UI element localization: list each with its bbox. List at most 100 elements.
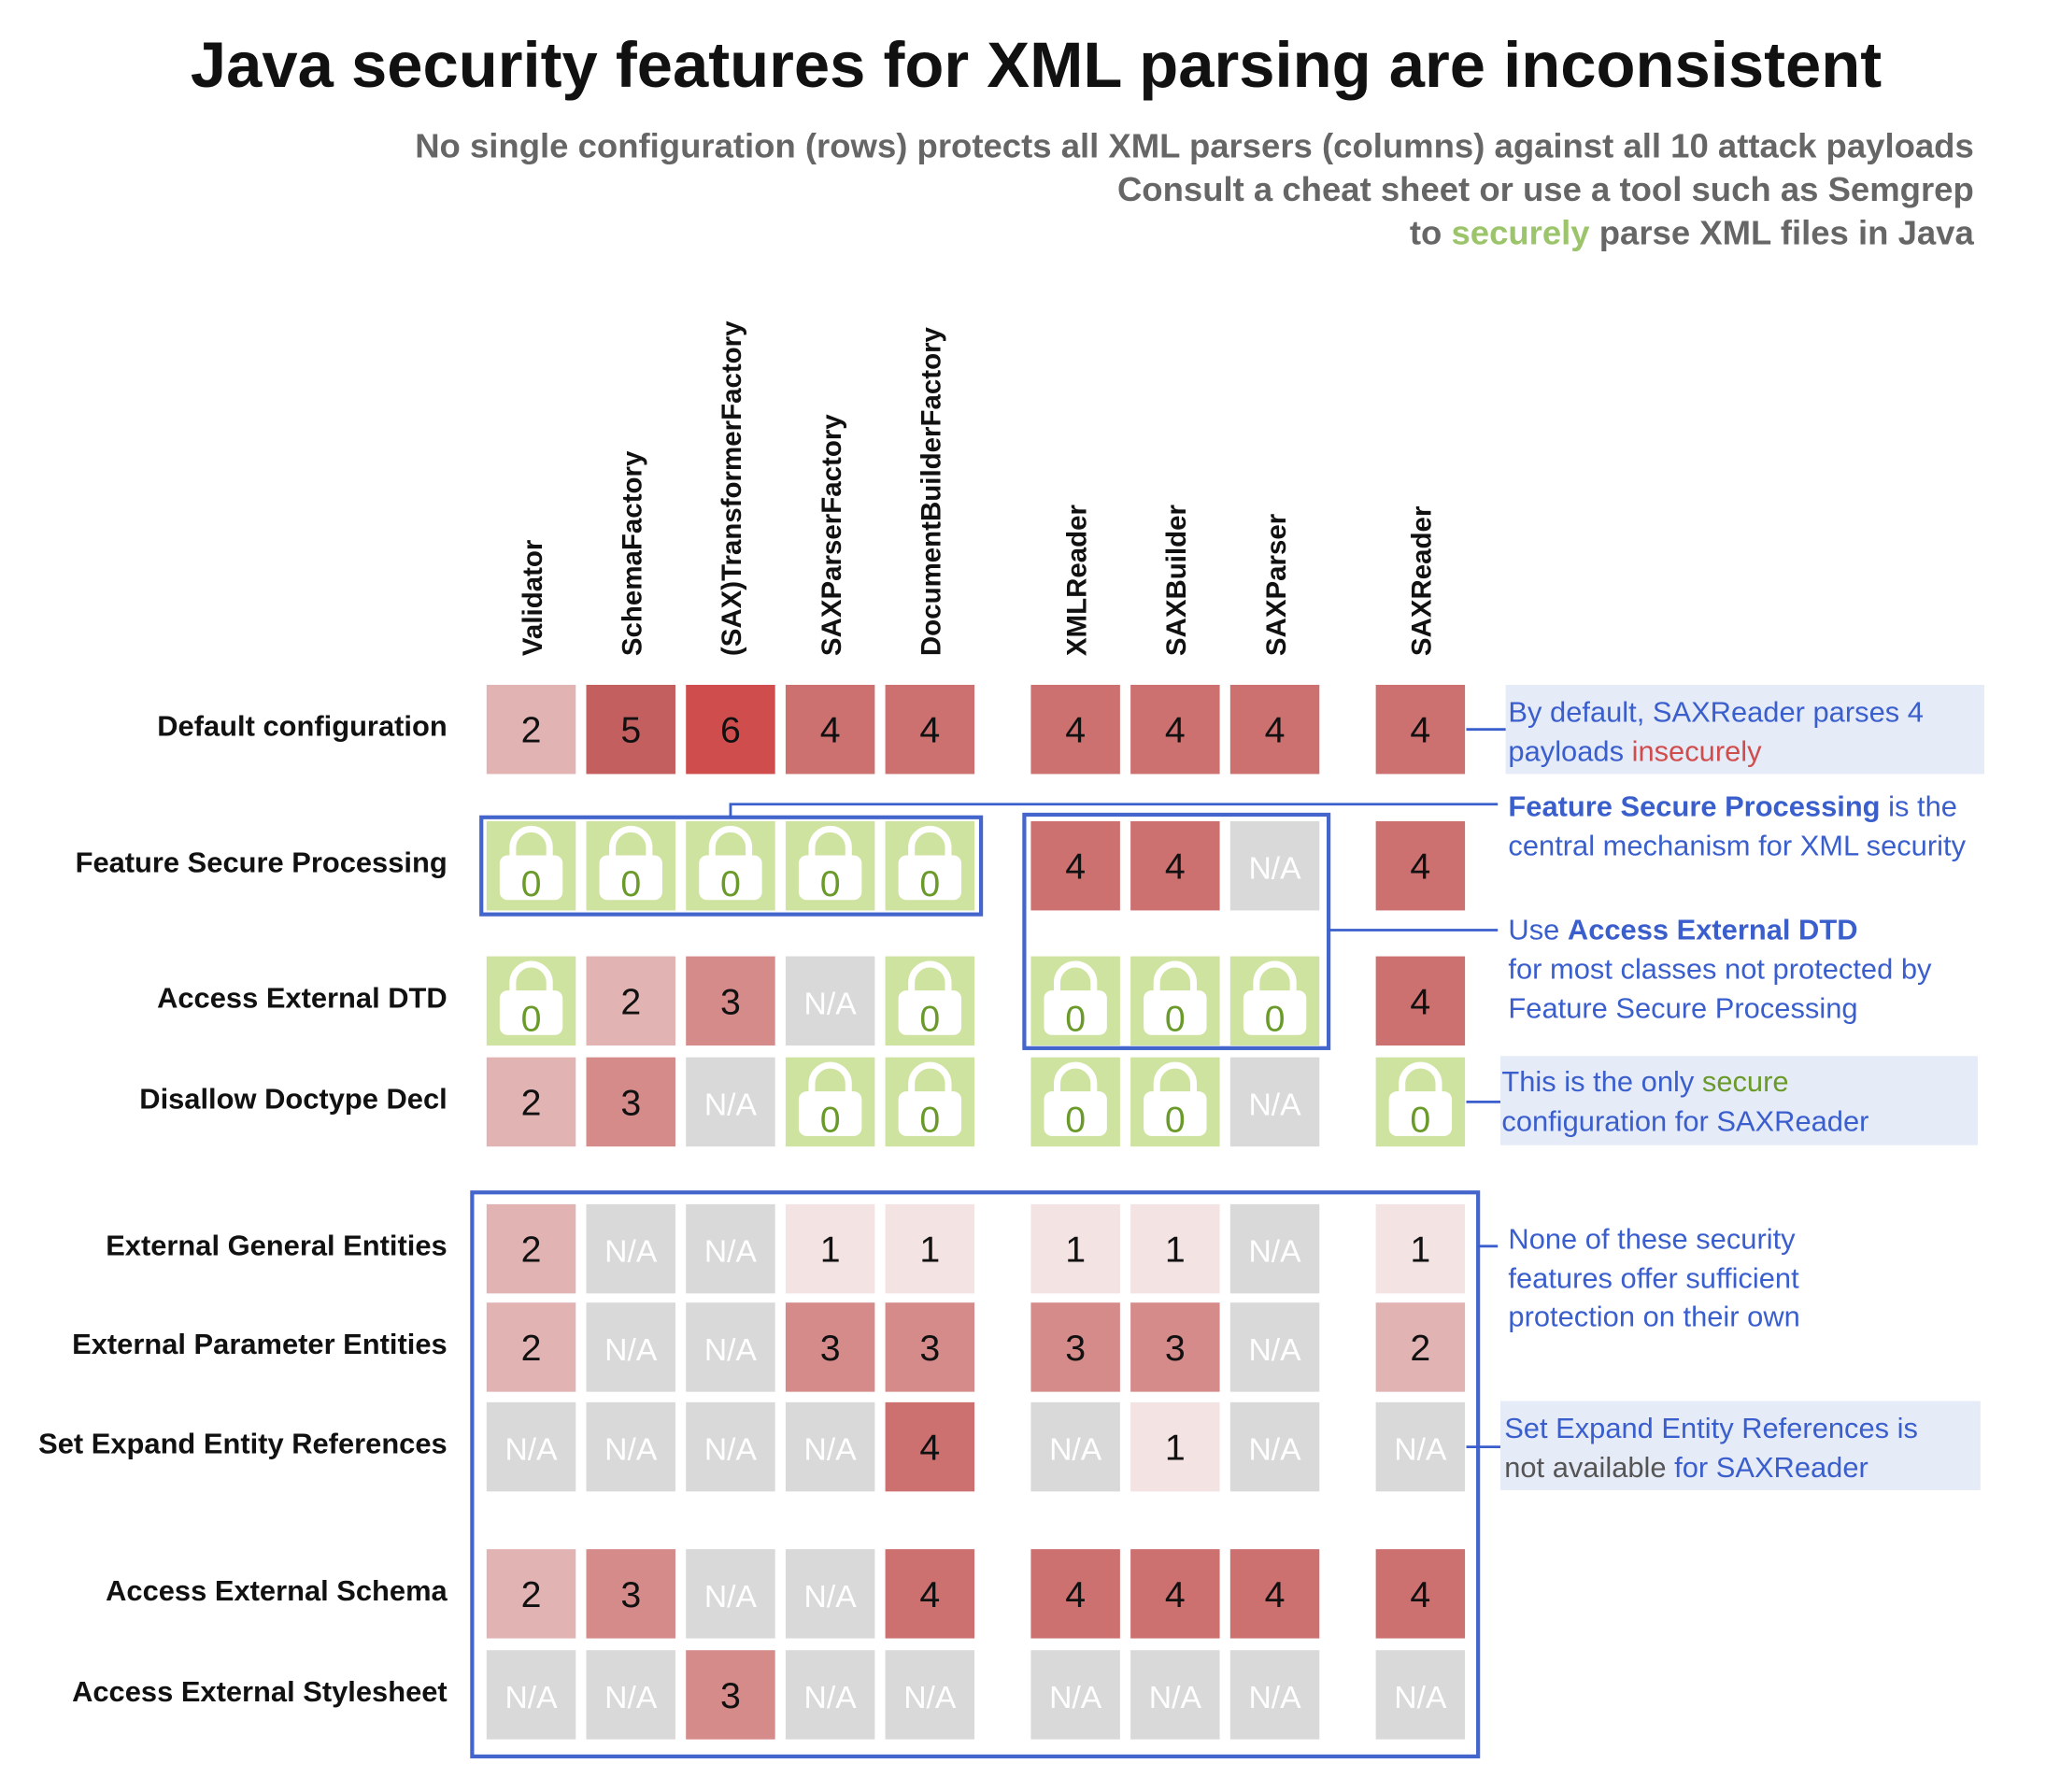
text: By default, SAXReader parses 4 <box>1508 695 1924 728</box>
text: payloads <box>1508 734 1631 767</box>
lock-body <box>798 1091 862 1136</box>
cell-value: 2 <box>521 1328 542 1369</box>
cell-value: N/A <box>1049 1433 1102 1468</box>
annotation: configuration for SAXReader <box>1501 1104 1868 1137</box>
column-header: SAXBuilder <box>1161 504 1192 656</box>
annotation: Use Access External DTD <box>1508 913 1857 946</box>
cell <box>586 1057 675 1147</box>
cell-value: N/A <box>604 1235 658 1270</box>
row-label: Access External Schema <box>106 1574 448 1607</box>
cell <box>686 1203 775 1294</box>
cell <box>885 1401 975 1492</box>
cell-value: 2 <box>521 710 542 751</box>
annotation: not available for SAXReader <box>1504 1451 1868 1484</box>
text: secure <box>1702 1065 1789 1098</box>
cell-value: 3 <box>720 1675 741 1716</box>
lock-body <box>499 990 563 1035</box>
cell-value: N/A <box>1149 1681 1202 1715</box>
subtitle: No single configuration (rows) protects … <box>415 127 1974 165</box>
lock-shackle <box>509 960 553 993</box>
cell <box>1375 956 1466 1046</box>
cell <box>1375 1302 1466 1392</box>
column-header: SchemaFactory <box>617 450 647 656</box>
cell-value: 0 <box>1265 999 1286 1040</box>
cell-value: 0 <box>1165 1100 1186 1141</box>
text: central mechanism for XML security <box>1508 829 1966 861</box>
cell <box>686 956 775 1046</box>
cell <box>885 1549 975 1639</box>
cell <box>785 1203 875 1294</box>
cell-value: 0 <box>521 863 542 904</box>
subtitle: to securely parse XML files in Java <box>1410 213 1975 251</box>
cell-value: 1 <box>1065 1230 1086 1271</box>
cell <box>586 1549 675 1639</box>
cell-value: 1 <box>919 1230 940 1271</box>
row-label: Access External DTD <box>157 981 448 1014</box>
lock-body <box>699 855 762 901</box>
lock-shackle <box>908 825 952 859</box>
cell-value: 1 <box>1165 1428 1186 1469</box>
lock-body <box>1243 990 1307 1035</box>
text: not available <box>1504 1451 1666 1484</box>
row-label: Feature Secure Processing <box>76 846 448 879</box>
cell <box>885 1203 975 1294</box>
text: Access External DTD <box>1568 913 1858 946</box>
cell <box>1375 1203 1466 1294</box>
text: for most classes not protected by <box>1508 952 1932 985</box>
column-header: DocumentBuilderFactory <box>916 326 947 656</box>
cell <box>1229 1057 1320 1147</box>
cell-value: 1 <box>820 1230 841 1271</box>
cell-value: 4 <box>1410 981 1430 1022</box>
annotation: Feature Secure Processing is the <box>1508 789 1957 822</box>
text: configuration for SAXReader <box>1501 1104 1868 1137</box>
column-header: Validator <box>518 539 548 656</box>
cell <box>686 1401 775 1492</box>
cell-value: N/A <box>704 1333 758 1368</box>
cell <box>486 1057 576 1147</box>
cell-value: 3 <box>1065 1328 1086 1369</box>
cell-value: N/A <box>804 1433 858 1468</box>
lock-shackle <box>1153 1061 1198 1094</box>
text: for SAXReader <box>1667 1451 1868 1484</box>
lock-body <box>499 855 563 901</box>
cell-value: 4 <box>1410 710 1430 751</box>
cell-value: 0 <box>1065 1100 1086 1141</box>
lock-shackle <box>1253 960 1297 993</box>
cell <box>1229 1302 1320 1392</box>
text: protection on their own <box>1508 1300 1799 1332</box>
text: parse XML files in Java <box>1590 213 1975 251</box>
cell-value: N/A <box>704 1235 758 1270</box>
cell <box>1229 684 1320 775</box>
cell-value: 0 <box>919 1100 940 1141</box>
column-header: (SAX)TransformerFactory <box>717 320 747 656</box>
cell <box>586 1650 675 1740</box>
text: is the <box>1881 789 1957 822</box>
lock-shackle <box>509 825 553 859</box>
cell-value: N/A <box>1248 1333 1301 1368</box>
cell-value: 2 <box>620 981 641 1022</box>
cell-value: N/A <box>1049 1681 1102 1715</box>
cell-value: 2 <box>1410 1328 1430 1369</box>
cell-value: N/A <box>604 1333 658 1368</box>
column-header: XMLReader <box>1061 504 1092 656</box>
annotation: features offer sufficient <box>1508 1262 1799 1295</box>
lock-body <box>1044 1091 1107 1136</box>
cell-value: 0 <box>1165 999 1186 1040</box>
cell <box>1030 820 1120 911</box>
text: features offer sufficient <box>1508 1262 1799 1295</box>
cell <box>785 1401 875 1492</box>
cell <box>486 1650 576 1740</box>
lock-shackle <box>808 825 852 859</box>
cell <box>1229 1549 1320 1639</box>
cell-value: 3 <box>1165 1328 1186 1369</box>
lock-body <box>1044 990 1107 1035</box>
cell-value: 4 <box>1065 846 1086 888</box>
lock-shackle <box>1053 1061 1098 1094</box>
cell <box>486 1203 576 1294</box>
cell <box>1130 684 1220 775</box>
cell-value: 0 <box>1410 1100 1430 1141</box>
cell <box>1130 1302 1220 1392</box>
cell <box>885 684 975 775</box>
cell <box>686 684 775 775</box>
